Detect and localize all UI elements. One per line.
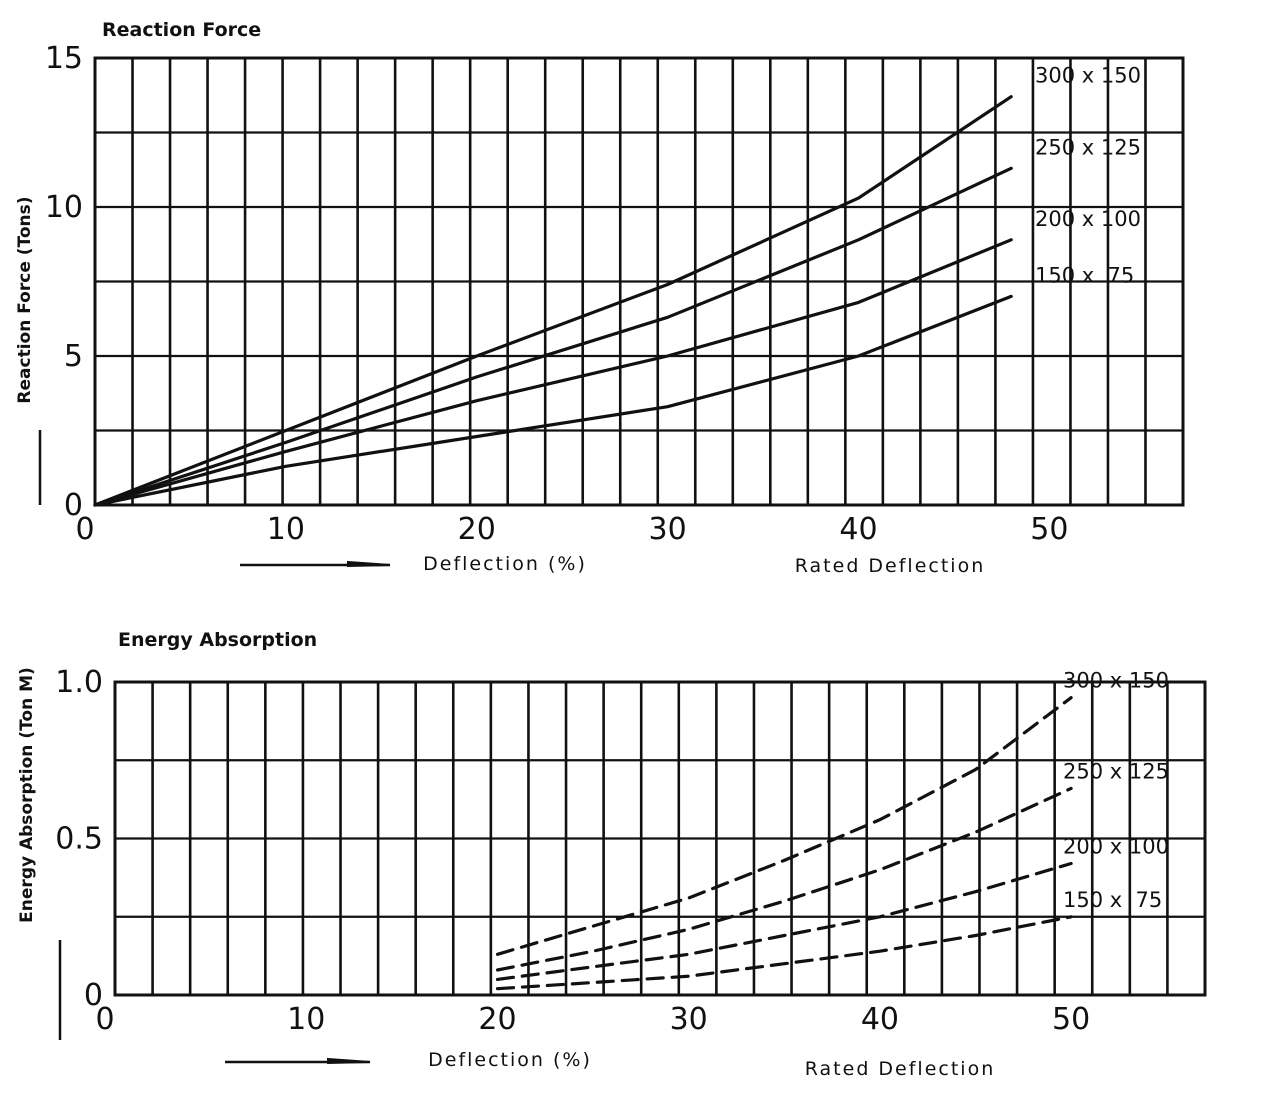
x-axis-label: Deflection (%) bbox=[428, 1049, 592, 1071]
series-line bbox=[495, 786, 1073, 972]
series-line bbox=[495, 861, 1073, 982]
y-tick-label: 5 bbox=[64, 339, 83, 374]
series-line bbox=[93, 238, 1013, 507]
y-tick-label: 0 bbox=[64, 488, 83, 523]
energy-absorption-chart: 0 0.5 1.0 0 10 20 30 40 50 Energy Absorption Energ… bbox=[17, 629, 1207, 1080]
x-tick-label: 50 bbox=[1052, 1002, 1090, 1037]
x-tick-label: 10 bbox=[287, 1002, 325, 1037]
series-label: 250 x 125 bbox=[1035, 135, 1141, 159]
series-label: 150 x 75 bbox=[1035, 263, 1134, 287]
series-line bbox=[495, 915, 1073, 991]
x-tick-label: 30 bbox=[670, 1002, 708, 1037]
y-axis-label: Energy Absorption (Ton M) bbox=[17, 667, 37, 923]
chart-title: Energy Absorption bbox=[118, 629, 317, 651]
chart-title: Reaction Force bbox=[102, 19, 261, 41]
series-label: 300 x 150 bbox=[1063, 669, 1169, 693]
y-tick-label: 0.5 bbox=[55, 822, 103, 857]
y-tick-label: 0 bbox=[84, 978, 103, 1013]
x-tick-label: 20 bbox=[478, 1002, 516, 1037]
x-axis-label: Deflection (%) bbox=[423, 553, 587, 575]
series-line bbox=[93, 95, 1013, 507]
series-label: 250 x 125 bbox=[1063, 759, 1169, 783]
series-line bbox=[93, 166, 1013, 507]
x-tick-label: 0 bbox=[95, 1002, 114, 1037]
x-direction-arrowhead bbox=[347, 560, 391, 568]
y-tick-label: 10 bbox=[45, 190, 83, 225]
x-tick-label: 40 bbox=[839, 512, 877, 547]
series-label: 300 x 150 bbox=[1035, 64, 1141, 88]
rated-deflection-note: Rated Deflection bbox=[805, 1058, 996, 1080]
y-tick-label: 1.0 bbox=[55, 665, 103, 700]
series-label: 200 x 100 bbox=[1035, 207, 1141, 231]
series-label: 200 x 100 bbox=[1063, 835, 1169, 859]
reaction-force-chart: 0 5 10 15 0 10 20 30 40 50 Reaction Force Reaction … bbox=[15, 19, 1185, 577]
x-tick-label: 0 bbox=[75, 512, 94, 547]
rated-deflection-note: Rated Deflection bbox=[795, 555, 986, 577]
series-label: 150 x 75 bbox=[1063, 888, 1162, 912]
series-line bbox=[495, 696, 1073, 956]
x-tick-label: 50 bbox=[1030, 512, 1068, 547]
x-tick-label: 40 bbox=[861, 1002, 899, 1037]
x-tick-label: 10 bbox=[267, 512, 305, 547]
y-tick-label: 15 bbox=[45, 41, 83, 76]
series-line bbox=[93, 294, 1013, 507]
y-axis-label: Reaction Force (Tons) bbox=[15, 196, 35, 403]
x-tick-label: 30 bbox=[649, 512, 687, 547]
x-direction-arrowhead bbox=[327, 1057, 371, 1065]
x-tick-label: 20 bbox=[458, 512, 496, 547]
